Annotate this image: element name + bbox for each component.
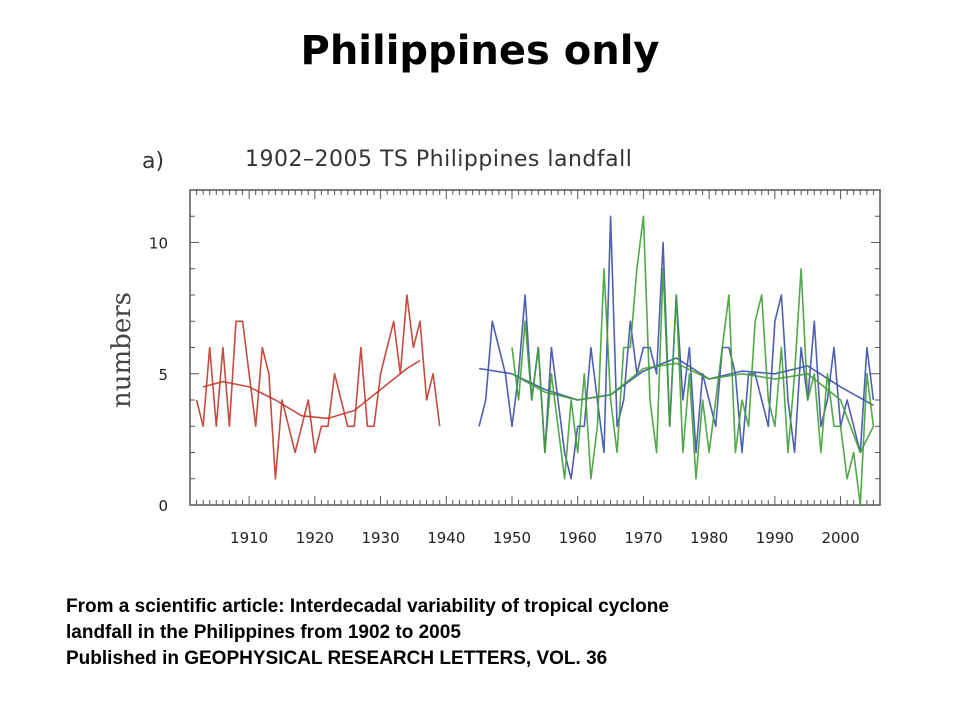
series-line-red-0: [195, 294, 441, 480]
caption-line: Published in GEOPHYSICAL RESEARCH LETTER…: [66, 648, 608, 669]
x-tick-label: 1950: [493, 529, 531, 547]
series-line-green-5: [511, 362, 875, 454]
x-tick-label: 1980: [690, 529, 728, 547]
x-tick-label: 1910: [230, 529, 268, 547]
minor-ticks: [189, 189, 881, 506]
chart-figure: a) 1902–2005 TS Philippines landfall num…: [107, 147, 881, 548]
slide-title: Philippines only: [300, 28, 660, 74]
panel-label: a): [142, 149, 164, 174]
chart-title: 1902–2005 TS Philippines landfall: [245, 147, 632, 172]
y-axis-label: numbers: [107, 292, 137, 408]
series-line-green-4: [511, 215, 875, 506]
series-line-blue-3: [478, 357, 874, 406]
x-tick-label: 1930: [361, 529, 399, 547]
y-tick-label: 10: [149, 235, 168, 253]
caption-line: landfall in the Philippines from 1902 to…: [66, 622, 461, 643]
x-tick-label: 1940: [427, 529, 465, 547]
caption: From a scientific article: Interdecadal …: [66, 594, 926, 672]
plot-frame: [189, 189, 881, 506]
tick-labels: 1910 1920 1930 1940 1950 1960 1970 1980 1990 2000…: [149, 235, 860, 548]
x-tick-label: 1970: [624, 529, 662, 547]
x-tick-label: 1990: [756, 529, 794, 547]
y-tick-label: 5: [158, 366, 168, 384]
y-tick-label: 0: [158, 497, 168, 515]
x-tick-label: 1960: [559, 529, 597, 547]
caption-line: From a scientific article: Interdecadal …: [66, 596, 669, 617]
series-layer: [195, 215, 875, 506]
series-line-red-1: [202, 359, 421, 420]
x-tick-label: 1920: [296, 529, 334, 547]
x-tick-label: 2000: [821, 529, 859, 547]
